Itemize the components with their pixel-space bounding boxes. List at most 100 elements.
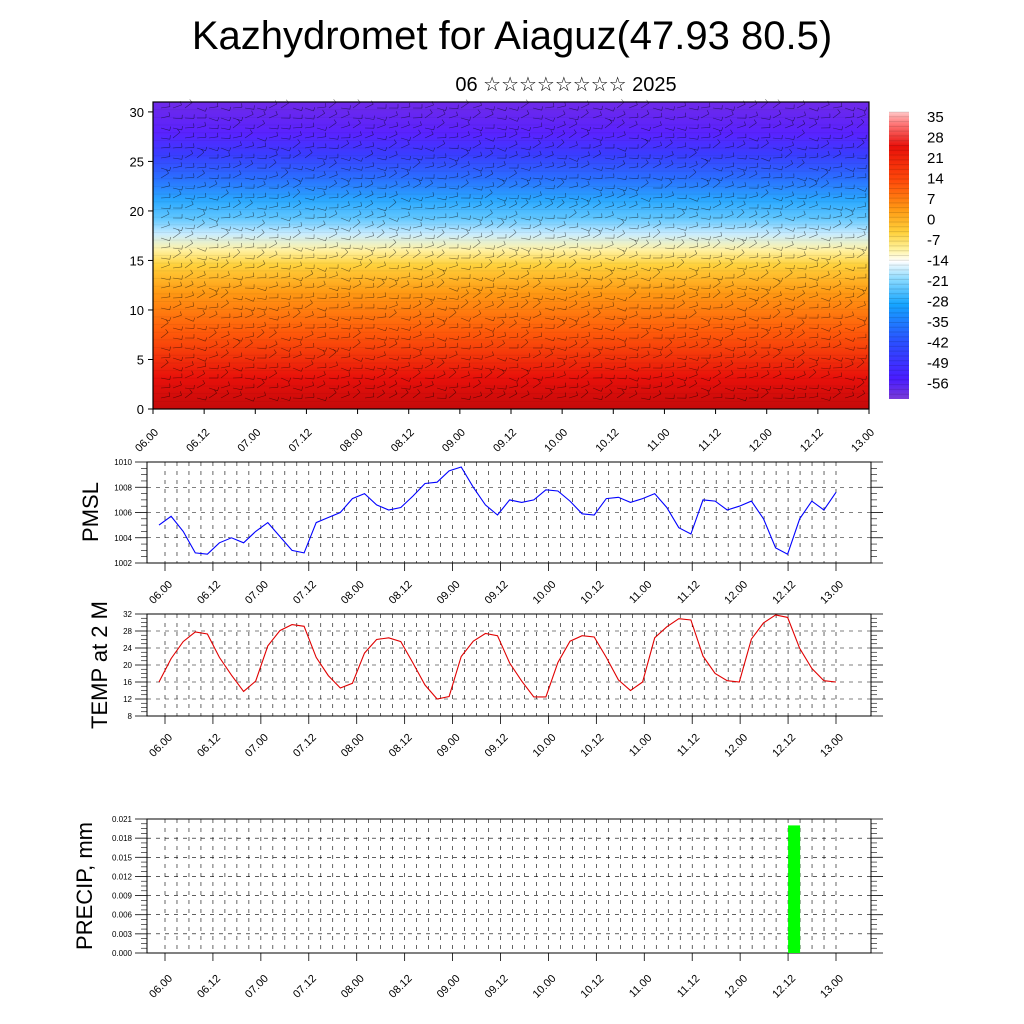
- wind-barb-feather: [273, 349, 277, 353]
- wind-barb: [496, 204, 506, 209]
- wind-barb-feather: [217, 206, 219, 211]
- wind-barb-feather: [265, 295, 267, 300]
- wind-barb-feather: [300, 281, 302, 286]
- wind-barb: [256, 184, 266, 189]
- wind-barb: [616, 357, 626, 361]
- wind-barb: [388, 217, 398, 222]
- wind-barb-feather: [396, 121, 399, 126]
- wind-barb: [604, 136, 614, 139]
- wind-barb-feather: [383, 120, 386, 126]
- x-tick-label: 09.00: [435, 973, 463, 1001]
- wind-barb: [508, 154, 518, 159]
- wind-barb: [652, 347, 662, 351]
- wind-barb: [532, 217, 542, 221]
- wind-barb-feather: [731, 300, 734, 305]
- wind-barb-feather: [721, 337, 724, 341]
- wind-barb: [352, 283, 362, 289]
- wind-barb-feather: [312, 381, 314, 386]
- wind-barb: [724, 293, 734, 299]
- wind-barb: [544, 227, 554, 232]
- wind-barb: [400, 215, 410, 219]
- wind-barb-feather: [709, 157, 712, 162]
- wind-barb-feather: [358, 280, 362, 285]
- wind-barb-feather: [789, 149, 793, 153]
- wind-barb: [640, 162, 649, 169]
- wind-barb: [568, 132, 577, 139]
- wind-barb: [484, 387, 494, 390]
- wind-barb: [712, 177, 722, 182]
- wind-barb: [352, 186, 362, 189]
- wind-barb-feather: [193, 317, 196, 322]
- wind-barb-feather: [563, 110, 566, 115]
- wind-barb-feather: [575, 250, 578, 255]
- wind-barb: [352, 392, 361, 399]
- wind-barb-feather: [525, 379, 529, 384]
- wind-barb-feather: [277, 306, 280, 311]
- wind-barb: [808, 204, 818, 209]
- wind-barb-feather: [685, 174, 687, 180]
- wind-barb: [844, 267, 854, 271]
- wind-barb-feather: [348, 201, 350, 206]
- wind-barb: [664, 137, 675, 139]
- wind-barb: [292, 142, 301, 149]
- wind-barb: [712, 242, 721, 249]
- wind-barb-feather: [685, 376, 688, 381]
- wind-barb: [652, 267, 662, 271]
- wind-barb-feather: [441, 119, 445, 123]
- wind-barb: [256, 307, 266, 311]
- wind-barb-feather: [649, 267, 652, 271]
- wind-barb: [460, 327, 471, 329]
- wind-barb: [700, 387, 710, 392]
- wind-barb-feather: [202, 369, 206, 374]
- wind-barb: [820, 183, 829, 189]
- wind-barb-feather: [769, 326, 772, 331]
- wind-barb-feather: [637, 237, 640, 242]
- wind-barb-feather: [397, 326, 400, 331]
- wind-barb-feather: [552, 161, 554, 166]
- wind-barb-feather: [841, 182, 843, 187]
- wind-barb: [472, 395, 482, 399]
- wind-barb: [256, 297, 266, 300]
- wind-barb-feather: [801, 349, 805, 353]
- wind-barb-feather: [719, 130, 722, 135]
- wind-barb: [388, 277, 398, 282]
- wind-barb: [604, 382, 613, 389]
- wind-barb-feather: [357, 339, 361, 343]
- colorbar-label: -21: [927, 273, 949, 290]
- wind-barb: [448, 136, 458, 139]
- wind-barb: [220, 155, 230, 159]
- wind-barb: [556, 363, 566, 369]
- wind-barb-feather: [217, 256, 220, 261]
- wind-barb-feather: [732, 162, 735, 167]
- wind-barb-feather: [455, 201, 458, 206]
- wind-barb-feather: [202, 289, 205, 294]
- wind-barb-feather: [238, 199, 241, 204]
- wind-barb-feather: [625, 297, 628, 301]
- wind-barb: [736, 295, 746, 299]
- wind-barb: [760, 232, 769, 239]
- wind-barb: [832, 196, 842, 199]
- wind-barb: [748, 287, 758, 291]
- wind-barb-feather: [249, 129, 253, 134]
- wind-barb-feather: [672, 191, 674, 196]
- series-line: [158, 614, 837, 700]
- wind-barb-feather: [349, 235, 351, 240]
- wind-barb: [544, 387, 554, 390]
- wind-barb: [712, 127, 722, 132]
- wind-barb-feather: [181, 186, 183, 191]
- wind-barb: [268, 227, 278, 231]
- wind-barb: [532, 277, 543, 280]
- wind-barb-feather: [203, 260, 206, 265]
- wind-barb-feather: [527, 390, 530, 395]
- wind-barb-feather: [744, 321, 746, 326]
- wind-barb: [820, 316, 831, 319]
- wind-barb: [604, 272, 613, 279]
- wind-barb-feather: [323, 280, 326, 285]
- wind-barb-feather: [239, 281, 242, 286]
- wind-barb-feather: [445, 175, 447, 180]
- wind-barb: [652, 163, 662, 169]
- wind-barb: [232, 367, 242, 372]
- wind-barb: [196, 152, 205, 159]
- wind-barb-feather: [637, 367, 640, 372]
